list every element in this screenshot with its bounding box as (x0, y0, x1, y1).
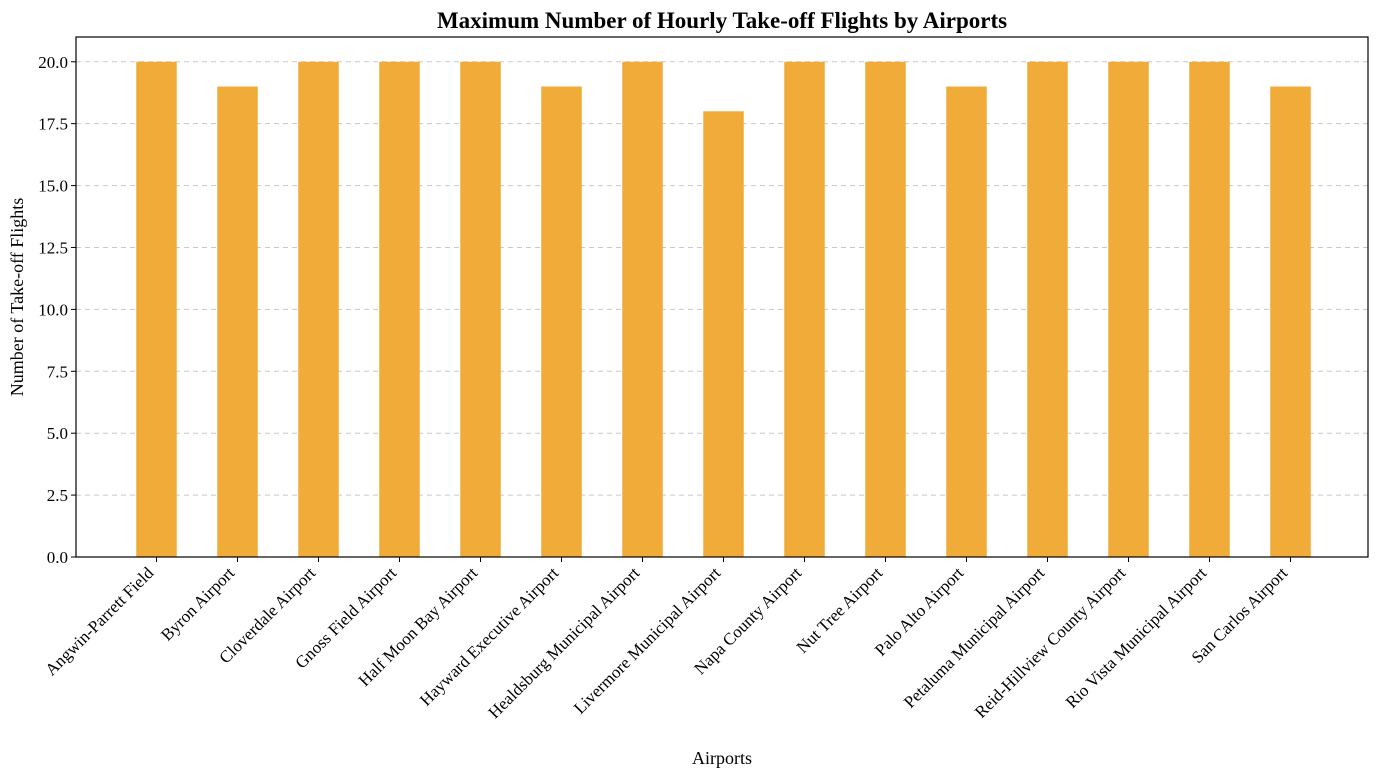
x-axis-ticks: Angwin-Parrett Field Byron AirportCloverd… (41, 557, 1292, 722)
bar (946, 86, 987, 558)
x-tick-label: Reid-Hillview County Airport (971, 563, 1130, 722)
bar (1189, 61, 1230, 558)
y-tick-label: 2.5 (47, 486, 68, 505)
x-tick-label: Healdsburg Municipal Airport (485, 563, 644, 722)
bar (1108, 61, 1149, 558)
bar (298, 61, 339, 558)
y-tick-label: 0.0 (47, 548, 68, 567)
x-axis-label: Airports (692, 748, 752, 768)
bar (1027, 61, 1068, 558)
x-tick-label: Nut Tree Airport (793, 563, 887, 657)
x-tick-label: Petaluma Municipal Airport (900, 563, 1049, 712)
bar (622, 61, 663, 558)
bar (541, 86, 582, 558)
y-tick-label: 12.5 (38, 238, 68, 257)
y-tick-label: 5.0 (47, 424, 68, 443)
x-tick-label: Hayward Executive Airport (416, 563, 562, 709)
x-tick-label: Angwin-Parrett Field (41, 563, 157, 679)
chart-title: Maximum Number of Hourly Take-off Flight… (437, 8, 1007, 33)
x-tick-label: Byron Airport (157, 563, 238, 644)
y-tick-label: 7.5 (47, 362, 68, 381)
y-axis-label: Number of Take-off Flights (7, 198, 27, 397)
bars (136, 61, 1311, 558)
bar (460, 61, 501, 558)
bar (217, 86, 258, 558)
y-tick-label: 15.0 (38, 177, 68, 196)
y-tick-label: 20.0 (38, 53, 68, 72)
bar (379, 61, 420, 558)
y-tick-label: 10.0 (38, 300, 68, 319)
bar (784, 61, 825, 558)
bar (703, 111, 744, 558)
bar (865, 61, 906, 558)
bar (136, 61, 177, 558)
plot-frame (75, 36, 1369, 558)
x-tick-label: Livermore Municipal Airport (570, 563, 725, 718)
bar (1270, 86, 1311, 558)
y-axis-ticks: 0.0 2.5 5.0 7.5 10.0 12.5 15.0 17.5 20.0 (38, 53, 76, 567)
y-tick-label: 17.5 (38, 115, 68, 134)
x-tick-label: Rio Vista Municipal Airport (1062, 563, 1211, 712)
